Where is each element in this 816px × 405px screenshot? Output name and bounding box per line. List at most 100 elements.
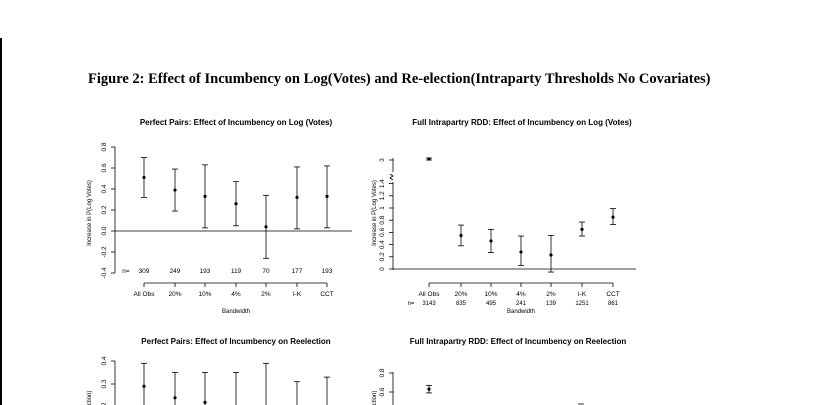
error-bar-2 xyxy=(488,228,494,253)
n-value-label: 139 xyxy=(546,301,557,307)
error-bar-1 xyxy=(172,372,178,405)
x-tick-label: I-K xyxy=(293,291,302,298)
y-axis-label: Increase in P(Log Votes) xyxy=(372,180,378,246)
point-estimate xyxy=(142,175,146,180)
n-prefix-label: n= xyxy=(122,268,130,275)
y-tick-label: 0.0 xyxy=(101,226,108,235)
n-prefix-label: n= xyxy=(408,301,415,307)
y-axis-label: ction) xyxy=(87,391,93,405)
n-value-label: 70 xyxy=(262,268,270,275)
point-estimate xyxy=(203,194,207,198)
figure-title: Figure 2: Effect of Incumbency on Log(Vo… xyxy=(88,71,711,87)
point-estimate xyxy=(264,225,268,229)
point-estimate xyxy=(489,239,493,243)
x-tick-label: 20% xyxy=(168,291,181,298)
point-estimate xyxy=(427,387,431,391)
x-tick-label: 4% xyxy=(516,291,526,298)
point-estimate xyxy=(234,202,238,206)
x-tick-label: All Obs xyxy=(419,291,441,298)
n-value-label: 193 xyxy=(200,268,211,275)
panel-title: Perfect Pairs: Effect of Incumbency on L… xyxy=(140,118,333,127)
x-axis-label: Bandwidth xyxy=(507,309,535,315)
axis-break-mark xyxy=(389,173,394,181)
n-value-label: 1251 xyxy=(575,301,589,307)
point-estimate xyxy=(611,215,615,219)
y-tick-label: 1.4 xyxy=(379,179,386,188)
y-tick-label: 0.8 xyxy=(101,142,108,151)
point-estimate xyxy=(173,188,177,192)
error-bar-3 xyxy=(518,235,524,266)
error-bar-5 xyxy=(294,166,300,230)
y-tick-label: 0.4 xyxy=(101,356,108,365)
y-tick-label: 1 xyxy=(379,206,386,210)
y-tick-label: 0.2 xyxy=(101,402,108,405)
point-estimate xyxy=(203,400,207,404)
error-bar-1 xyxy=(172,168,178,212)
point-estimate xyxy=(427,157,431,161)
point-estimate xyxy=(519,250,523,254)
error-bar-2 xyxy=(202,372,208,405)
y-tick-label: 1.2 xyxy=(379,191,386,200)
error-bar-0 xyxy=(426,384,432,394)
y-tick-label: 0.8 xyxy=(379,368,386,377)
y-tick-label: 3 xyxy=(379,158,386,162)
error-bar-6 xyxy=(610,208,616,225)
y-tick-label: 0 xyxy=(379,267,386,271)
x-tick-label: CCT xyxy=(320,291,333,298)
point-estimate xyxy=(173,396,177,400)
y-tick-label: 0.2 xyxy=(101,205,108,214)
y-axis-label: Increase in P(Log Votes) xyxy=(87,180,93,246)
error-bar-0 xyxy=(141,157,147,198)
n-value-label: 309 xyxy=(139,268,150,275)
error-bar-0 xyxy=(141,362,147,405)
y-tick-label: 0.2 xyxy=(379,252,386,261)
point-estimate xyxy=(142,384,146,388)
error-bar-1 xyxy=(458,224,464,247)
x-tick-label: I-K xyxy=(578,291,587,298)
error-bar-0 xyxy=(426,157,432,161)
error-bar-2 xyxy=(202,164,208,229)
n-value-label: 119 xyxy=(231,268,242,275)
point-estimate xyxy=(549,253,553,257)
x-tick-label: 20% xyxy=(454,291,467,298)
n-value-label: 861 xyxy=(608,301,619,307)
y-tick-label: 0.4 xyxy=(101,184,108,193)
x-tick-label: 10% xyxy=(198,291,211,298)
x-tick-label: 2% xyxy=(261,291,271,298)
n-value-label: 249 xyxy=(170,268,181,275)
y-tick-label: 0.6 xyxy=(379,387,386,396)
x-tick-label: All Obs xyxy=(134,291,156,298)
x-axis-label: Bandwidth xyxy=(222,309,250,315)
n-value-label: 193 xyxy=(322,268,333,275)
error-bar-3 xyxy=(233,181,239,227)
panel-title: Full Intrapartry RDD: Effect of Incumben… xyxy=(412,118,632,127)
x-tick-label: 10% xyxy=(484,291,497,298)
point-estimate xyxy=(295,195,299,199)
y-tick-label: 0.3 xyxy=(101,379,108,388)
n-value-label: 177 xyxy=(292,268,303,275)
x-tick-label: 2% xyxy=(546,291,556,298)
error-bar-4 xyxy=(548,235,554,273)
panel-title: Full Intrapartry RDD: Effect of Incumben… xyxy=(410,337,627,346)
error-bar-4 xyxy=(263,194,269,259)
y-tick-label: -0.4 xyxy=(101,267,108,279)
n-value-label: 241 xyxy=(516,301,527,307)
y-tick-label: 0.6 xyxy=(101,163,108,172)
n-value-label: 835 xyxy=(456,301,467,307)
y-tick-label: 0.4 xyxy=(379,240,386,249)
error-bar-6 xyxy=(324,376,330,405)
error-bar-6 xyxy=(324,165,330,229)
point-estimate xyxy=(325,194,329,198)
page-left-rule xyxy=(0,38,2,405)
n-value-label: 3143 xyxy=(422,301,436,307)
point-estimate xyxy=(580,227,584,231)
x-tick-label: 4% xyxy=(231,291,241,298)
error-bar-5 xyxy=(579,221,585,237)
n-value-label: 495 xyxy=(486,301,497,307)
x-tick-label: CCT xyxy=(606,291,619,298)
point-estimate xyxy=(459,233,463,238)
y-tick-label: 0.6 xyxy=(379,228,386,237)
error-bar-3 xyxy=(233,372,239,405)
error-bar-5 xyxy=(294,381,300,405)
